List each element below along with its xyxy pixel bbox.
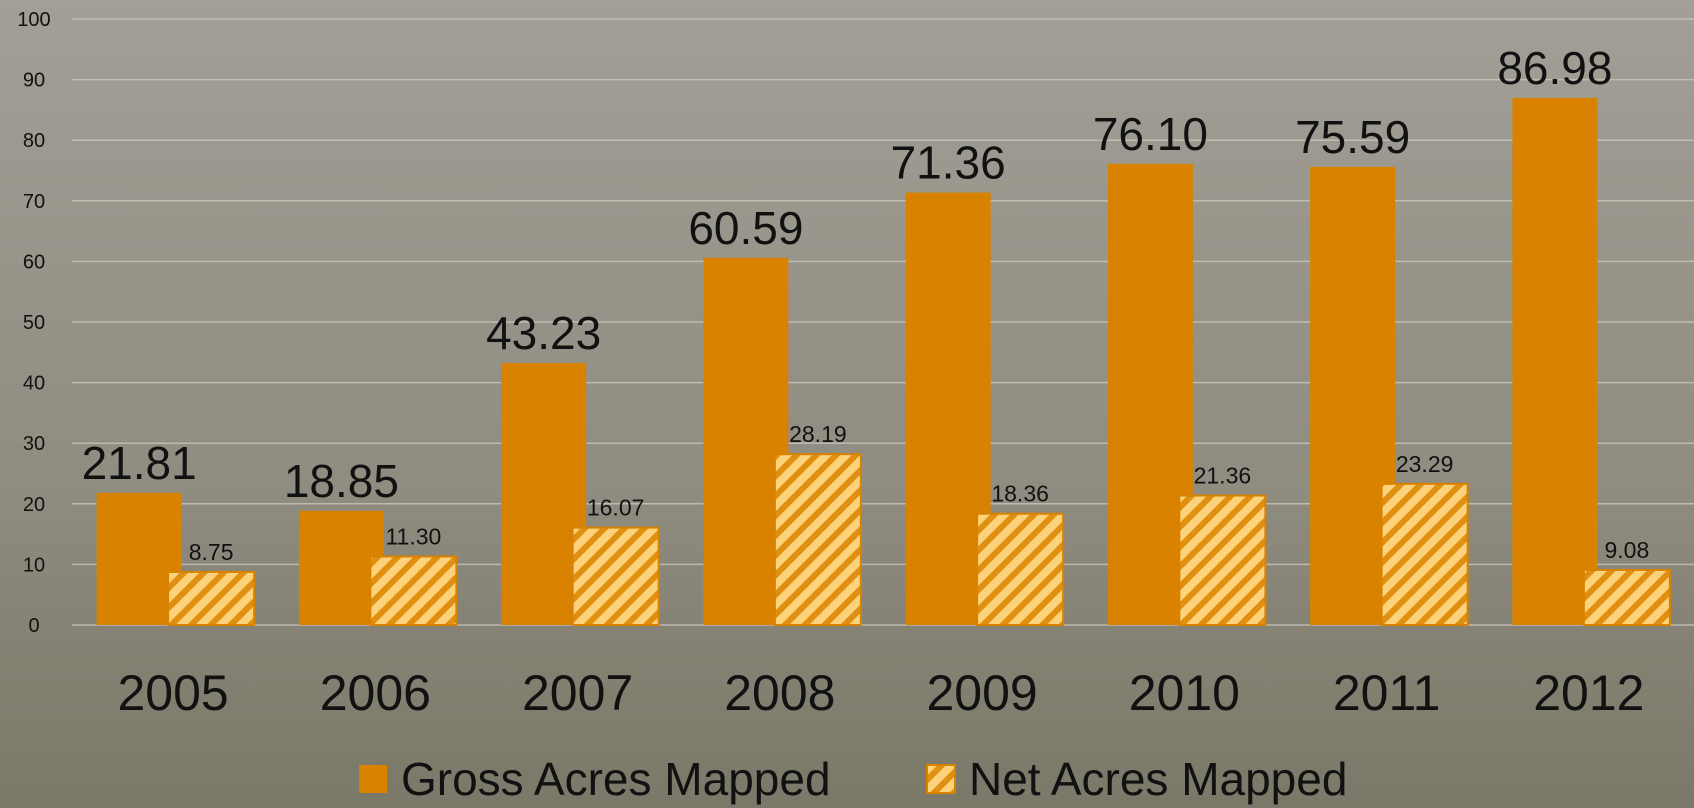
value-label: 71.36 [891, 137, 1006, 189]
bar [1584, 570, 1670, 625]
value-label: 76.10 [1093, 108, 1208, 160]
value-label: 21.36 [1194, 463, 1252, 489]
value-label: 28.19 [789, 421, 847, 447]
y-tick-label: 40 [23, 373, 45, 395]
value-label: 75.59 [1295, 111, 1410, 163]
bar [370, 557, 456, 625]
legend-label: Gross Acres Mapped [401, 753, 831, 805]
y-tick-label: 80 [23, 130, 45, 152]
bar [1179, 496, 1265, 625]
legend-label: Net Acres Mapped [969, 753, 1347, 805]
page: {"chart_data": { "type": "bar", "categor… [0, 0, 1694, 808]
bar [1382, 484, 1468, 625]
x-tick-label: 2007 [522, 665, 633, 721]
value-label: 60.59 [688, 202, 803, 254]
y-tick-label: 100 [17, 9, 50, 31]
y-tick-label: 20 [23, 494, 45, 516]
bar [1512, 98, 1597, 625]
value-label: 21.81 [82, 437, 197, 489]
x-tick-label: 2011 [1333, 665, 1441, 721]
y-tick-label: 70 [23, 191, 45, 213]
y-tick-label: 10 [23, 554, 45, 576]
y-tick-label: 0 [28, 615, 39, 637]
x-tick-label: 2006 [320, 665, 431, 721]
x-tick-label: 2005 [118, 665, 229, 721]
y-tick-label: 30 [23, 433, 45, 455]
x-tick-label: 2010 [1129, 665, 1240, 721]
value-label: 18.36 [991, 481, 1049, 507]
bar [168, 572, 254, 625]
x-tick-label: 2009 [927, 665, 1038, 721]
value-label: 86.98 [1497, 42, 1612, 94]
y-tick-label: 50 [23, 312, 45, 334]
bar [573, 528, 659, 625]
value-label: 8.75 [189, 539, 234, 565]
chart: 0 10 20 30 40 50 60 70 80 90 100 2005 21.81 8.75 2006 1… [0, 0, 1694, 808]
value-label: 9.08 [1604, 537, 1649, 563]
value-label: 18.85 [284, 455, 399, 507]
bar [977, 514, 1063, 625]
value-label: 43.23 [486, 307, 601, 359]
value-label: 11.30 [385, 524, 441, 550]
x-tick-label: 2012 [1533, 665, 1644, 721]
value-label: 16.07 [587, 495, 645, 521]
bar [775, 454, 861, 625]
y-tick-label: 60 [23, 251, 45, 273]
x-tick-label: 2008 [724, 665, 835, 721]
y-tick-label: 90 [23, 70, 45, 92]
legend-swatch [927, 765, 955, 793]
legend-swatch [359, 765, 387, 793]
value-label: 23.29 [1396, 451, 1454, 477]
